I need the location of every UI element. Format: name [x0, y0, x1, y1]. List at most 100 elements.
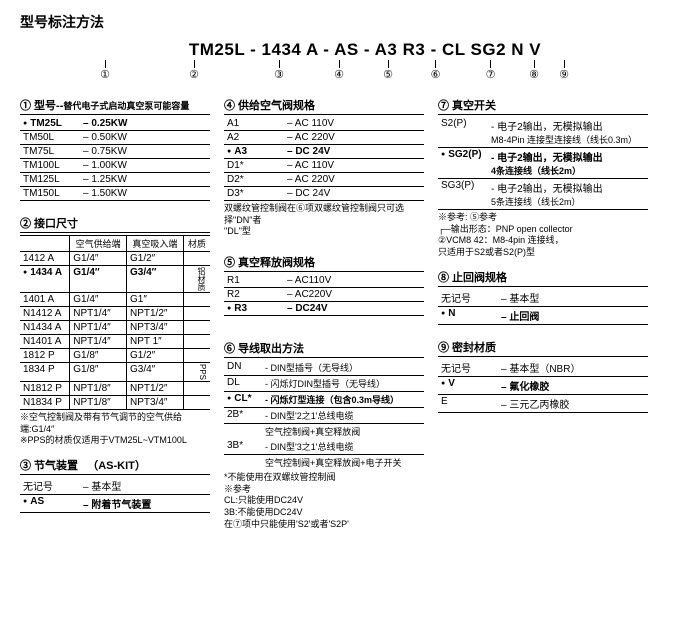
col-header: 真空吸入端: [126, 236, 183, 252]
code-cell: A3: [224, 145, 284, 159]
code-cell: [224, 455, 262, 471]
cell: G1/8″: [70, 349, 127, 363]
code-cell: A1: [224, 117, 284, 131]
code-cell: TM125L: [20, 173, 80, 187]
code-cell: 无记号: [438, 289, 498, 307]
value-cell: – 0.75KW: [80, 145, 210, 159]
cell: G1″: [126, 293, 183, 307]
note-line: ※参考: ⑤参考: [438, 212, 648, 224]
sec3-table: 无记号– 基本型AS– 附着节气装置: [20, 477, 210, 513]
value-cell: – DC 24V: [284, 187, 424, 201]
value-cell: – AC110V: [284, 274, 424, 288]
model-string: TM25L - 1434 A - AS - A3 R3 - CL SG2 N V: [70, 40, 660, 60]
cell: NPT1/4″: [70, 321, 127, 335]
value-cell: – 基本型: [80, 477, 210, 495]
sec5-title: ⑤ 真空释放阀规格: [224, 254, 424, 272]
value-cell: – 基本型: [498, 289, 648, 307]
code-cell: 3B*: [224, 439, 262, 455]
note-line: *不能使用在双螺纹管控制阀: [224, 472, 424, 484]
value-cell: – 基本型（NBR）: [498, 359, 648, 377]
sec8-table: 无记号– 基本型N– 止回阀: [438, 289, 648, 325]
sec7-table: S2(P)- 电子2输出，无模拟输出M8-4Pin 连接型连接线（线长0.3m）…: [438, 117, 648, 210]
code-cell: D1*: [224, 159, 284, 173]
code-cell: [224, 424, 262, 440]
cell: G1/4″: [70, 293, 127, 307]
desc-cell: - DIN型插号（无导线）: [262, 360, 424, 376]
cell: 1434 A: [20, 266, 70, 293]
note-line: 双螺纹管控制阀在⑥项双螺纹管控制阀只可选择"DN"者: [224, 203, 424, 226]
desc-cell: 空气控制阀+真空释放阀+电子开关: [262, 455, 424, 471]
cell: PPS: [183, 363, 210, 382]
sec4-table: A1– AC 110VA2– AC 220VA3– DC 24VD1*– AC …: [224, 117, 424, 201]
desc-cell: - 电子2输出，无模拟输出5条连接线（线长2m）: [488, 179, 648, 210]
cell: NPT3/4″: [126, 396, 183, 410]
value-cell: – AC 220V: [284, 173, 424, 187]
code-cell: R1: [224, 274, 284, 288]
cell: NPT 1″: [126, 335, 183, 349]
value-cell: – AC 220V: [284, 131, 424, 145]
sec7-note: ※参考: ⑤参考┌─输出形态：PNP open collector②VCM8 4…: [438, 212, 648, 259]
columns: ① 型号--替代电子式启动真空泵可能容量 TM25L– 0.25KWTM50L–…: [20, 91, 660, 531]
code-cell: DL: [224, 376, 262, 392]
sec7-title: ⑦ 真空开关: [438, 97, 648, 115]
sec6-note: *不能使用在双螺纹管控制阀※参考CL:只能使用DC24V3B:不能使用DC24V…: [224, 472, 424, 530]
note-line: CL:只能使用DC24V: [224, 495, 424, 507]
note-line: ※参考: [224, 484, 424, 496]
cell: G1/2″: [126, 349, 183, 363]
cell: NPT1/4″: [70, 307, 127, 321]
page-title: 型号标注方法: [20, 12, 660, 32]
value-cell: – DC24V: [284, 302, 424, 316]
value-cell: – 止回阀: [498, 306, 648, 324]
cell: [183, 252, 210, 266]
value-cell: – DC 24V: [284, 145, 424, 159]
code-cell: TM25L: [20, 117, 80, 131]
value-cell: – 氟化橡胶: [498, 376, 648, 394]
code-cell: TM75L: [20, 145, 80, 159]
code-cell: V: [438, 376, 498, 394]
code-cell: 无记号: [438, 359, 498, 377]
value-cell: – AC 110V: [284, 159, 424, 173]
note-line: 3B:不能使用DC24V: [224, 507, 424, 519]
cell: 1834 P: [20, 363, 70, 382]
code-cell: D3*: [224, 187, 284, 201]
code-cell: DN: [224, 360, 262, 376]
code-cell: SG3(P): [438, 179, 488, 210]
code-cell: E: [438, 394, 498, 412]
code-cell: AS: [20, 495, 80, 513]
code-cell: N: [438, 306, 498, 324]
value-cell: – 0.50KW: [80, 131, 210, 145]
code-cell: CL*: [224, 392, 262, 408]
desc-cell: - DIN型'3之1'总线电缆: [262, 439, 424, 455]
sec6-title: ⑥ 导线取出方法: [224, 340, 424, 358]
cell: G3/4″: [126, 266, 183, 293]
cell: [183, 349, 210, 363]
code-cell: SG2(P): [438, 148, 488, 179]
value-cell: – 三元乙丙橡胶: [498, 394, 648, 412]
cell: NPT1/2″: [126, 382, 183, 396]
cell: 铝材质: [183, 266, 210, 293]
code-cell: S2(P): [438, 117, 488, 148]
code-cell: D2*: [224, 173, 284, 187]
sec1-table: TM25L– 0.25KWTM50L– 0.50KWTM75L– 0.75KWT…: [20, 117, 210, 201]
cell: [183, 307, 210, 321]
cell: [183, 335, 210, 349]
cell: NPT3/4″: [126, 321, 183, 335]
cell: N1434 A: [20, 321, 70, 335]
note-line: "DL"型: [224, 226, 424, 238]
cell: G1/4″: [70, 252, 127, 266]
sec2-note: ※空气控制阀及带有节气调节的空气供给端:G1/4″※PPS的材质仅适用于VTM2…: [20, 412, 210, 447]
col-header: [20, 236, 70, 252]
cell: [183, 321, 210, 335]
desc-cell: - 闪烁灯型连接（包含0.3m导线）: [262, 392, 424, 408]
sec2-title: ② 接口尺寸: [20, 215, 210, 233]
note-line: ┌─输出形态：PNP open collector: [438, 224, 648, 236]
value-cell: – 0.25KW: [80, 117, 210, 131]
cell: NPT1/8″: [70, 382, 127, 396]
sec5-table: R1– AC110VR2– AC220VR3– DC24V: [224, 274, 424, 316]
note-line: ※空气控制阀及带有节气调节的空气供给端:G1/4″: [20, 412, 210, 435]
sec8-title: ⑧ 止回阀规格: [438, 269, 648, 287]
code-cell: 2B*: [224, 408, 262, 424]
code-cell: TM50L: [20, 131, 80, 145]
sec4-note: 双螺纹管控制阀在⑥项双螺纹管控制阀只可选择"DN"者"DL"型: [224, 203, 424, 238]
value-cell: – 1.25KW: [80, 173, 210, 187]
